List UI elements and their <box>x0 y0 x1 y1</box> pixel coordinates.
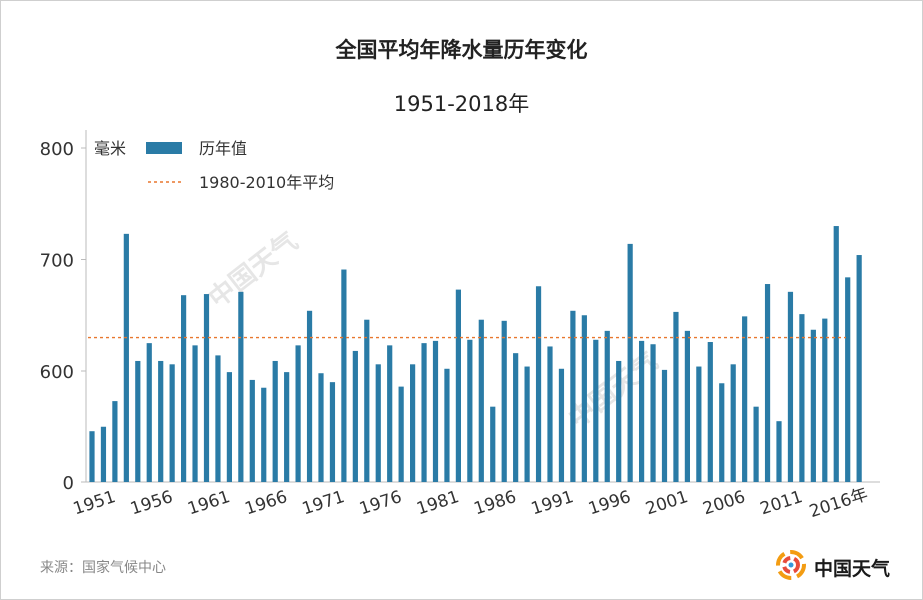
bar-1998 <box>627 243 633 482</box>
bar-1962 <box>215 355 221 482</box>
bar-1984 <box>467 339 473 482</box>
chart-subtitle: 1951-2018年 <box>393 92 530 116</box>
chart-title: 全国平均年降水量历年变化 <box>335 38 588 62</box>
bar-1977 <box>387 345 393 482</box>
weather-logo-icon <box>776 550 806 580</box>
x-tick-label: 2016年 <box>807 484 870 522</box>
x-tick-label: 1981 <box>414 487 461 519</box>
bar-1980 <box>421 343 427 483</box>
bar-1967 <box>272 360 278 482</box>
bar-1972 <box>329 382 336 482</box>
legend-swatch-bars <box>146 142 182 154</box>
bar-1995 <box>593 339 599 482</box>
bar-2015 <box>822 318 828 482</box>
bar-2009 <box>753 406 759 482</box>
x-tick-label: 1976 <box>357 487 404 519</box>
bar-1969 <box>295 345 301 482</box>
bar-2002 <box>673 311 679 482</box>
bar-1955 <box>135 360 141 482</box>
bar-1985 <box>478 319 484 482</box>
bar-1952 <box>100 426 107 482</box>
bar-1959 <box>181 295 187 482</box>
bar-2017 <box>845 277 851 482</box>
x-tick-label: 1956 <box>128 487 175 519</box>
x-tick-label: 2011 <box>758 487 805 519</box>
bar-2016 <box>833 226 839 482</box>
bar-1960 <box>192 345 198 482</box>
bar-1994 <box>581 315 587 482</box>
y-tick-label: 600 <box>40 362 74 383</box>
bar-2014 <box>810 329 816 482</box>
bar-1974 <box>352 350 358 482</box>
bar-2010 <box>764 284 771 482</box>
y-tick-label: 0 <box>63 473 74 494</box>
y-tick-label: 800 <box>40 139 74 160</box>
bar-2000 <box>650 344 656 482</box>
bar-1996 <box>604 330 610 482</box>
bar-1989 <box>524 366 530 482</box>
bar-1958 <box>169 364 175 482</box>
bar-1982 <box>444 368 450 482</box>
bar-2012 <box>787 291 794 482</box>
bars <box>89 226 862 483</box>
bar-1978 <box>398 386 404 482</box>
bar-1981 <box>432 340 439 482</box>
x-tick-label: 1966 <box>243 487 290 519</box>
y-tick-label: 700 <box>40 251 74 272</box>
legend: 毫米 历年值 1980-2010年平均 <box>94 139 334 192</box>
x-tick-label: 2006 <box>701 487 748 519</box>
bar-2018 <box>856 255 862 482</box>
x-tick-label: 1996 <box>586 487 633 519</box>
bar-2013 <box>799 314 805 482</box>
bar-1990 <box>535 286 542 482</box>
bar-2005 <box>707 342 713 482</box>
bar-1988 <box>513 353 519 482</box>
x-tick-label: 1986 <box>472 487 519 519</box>
bar-2001 <box>661 369 668 482</box>
bar-1979 <box>410 364 416 482</box>
bar-1993 <box>570 310 576 482</box>
x-tick-label: 1961 <box>185 487 232 519</box>
bar-2006 <box>719 383 725 482</box>
bar-1966 <box>261 387 267 482</box>
bar-1991 <box>547 346 553 482</box>
bar-1976 <box>375 364 381 482</box>
bar-1983 <box>455 289 461 482</box>
bar-1986 <box>490 406 496 482</box>
bar-1965 <box>249 379 255 482</box>
bar-1957 <box>158 360 164 482</box>
x-tick-label: 1951 <box>71 487 118 519</box>
bar-1971 <box>318 373 324 482</box>
y-axis-label: 毫米 <box>94 139 126 158</box>
bar-2008 <box>742 316 748 482</box>
bar-1951 <box>89 431 95 482</box>
bar-2007 <box>730 364 736 482</box>
source-note: 来源：国家气候中心 <box>40 560 166 576</box>
bar-2003 <box>684 330 690 482</box>
bar-1999 <box>639 340 645 482</box>
bar-1956 <box>146 343 152 483</box>
bar-1961 <box>203 294 210 482</box>
legend-label-reference: 1980-2010年平均 <box>199 173 334 192</box>
bar-1968 <box>284 372 290 482</box>
bar-1953 <box>112 401 118 482</box>
bar-1997 <box>616 360 622 482</box>
bar-2004 <box>696 366 702 482</box>
bar-1970 <box>306 310 313 482</box>
logo-text: 中国天气 <box>814 558 891 580</box>
bar-2011 <box>776 421 782 482</box>
x-tick-label: 1971 <box>300 487 347 519</box>
brand-logo: 中国天气 <box>772 548 902 582</box>
bar-1987 <box>501 320 507 482</box>
bar-1973 <box>341 269 347 482</box>
bar-1992 <box>558 368 565 482</box>
x-tick-label: 1991 <box>529 487 576 519</box>
bar-1954 <box>123 233 129 482</box>
x-tick-label: 2001 <box>643 487 690 519</box>
legend-label-bars: 历年值 <box>199 139 247 158</box>
bar-1975 <box>364 319 370 482</box>
bar-1963 <box>226 372 232 482</box>
bar-1964 <box>238 291 244 482</box>
